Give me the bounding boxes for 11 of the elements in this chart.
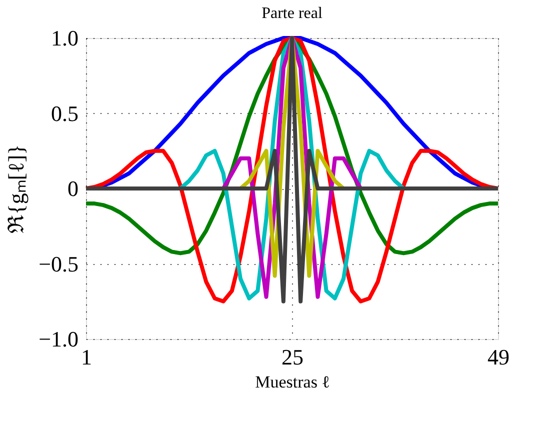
- x-tick-label: 25: [282, 344, 304, 370]
- y-tick-label: −0.5: [38, 251, 78, 276]
- y-axis-title: ℜ{gₘ[ℓ]}: [4, 144, 29, 234]
- chart-title: Parte real: [262, 5, 323, 22]
- y-tick-label: 0.5: [51, 100, 78, 126]
- x-axis-title: Muestras ℓ: [255, 372, 330, 392]
- x-tick-label: 49: [488, 344, 510, 370]
- y-tick-label: −1.0: [38, 326, 78, 352]
- y-tick-label: 0: [68, 176, 78, 201]
- y-tick-label: 1.0: [51, 26, 78, 50]
- x-tick-label: 1: [81, 344, 92, 370]
